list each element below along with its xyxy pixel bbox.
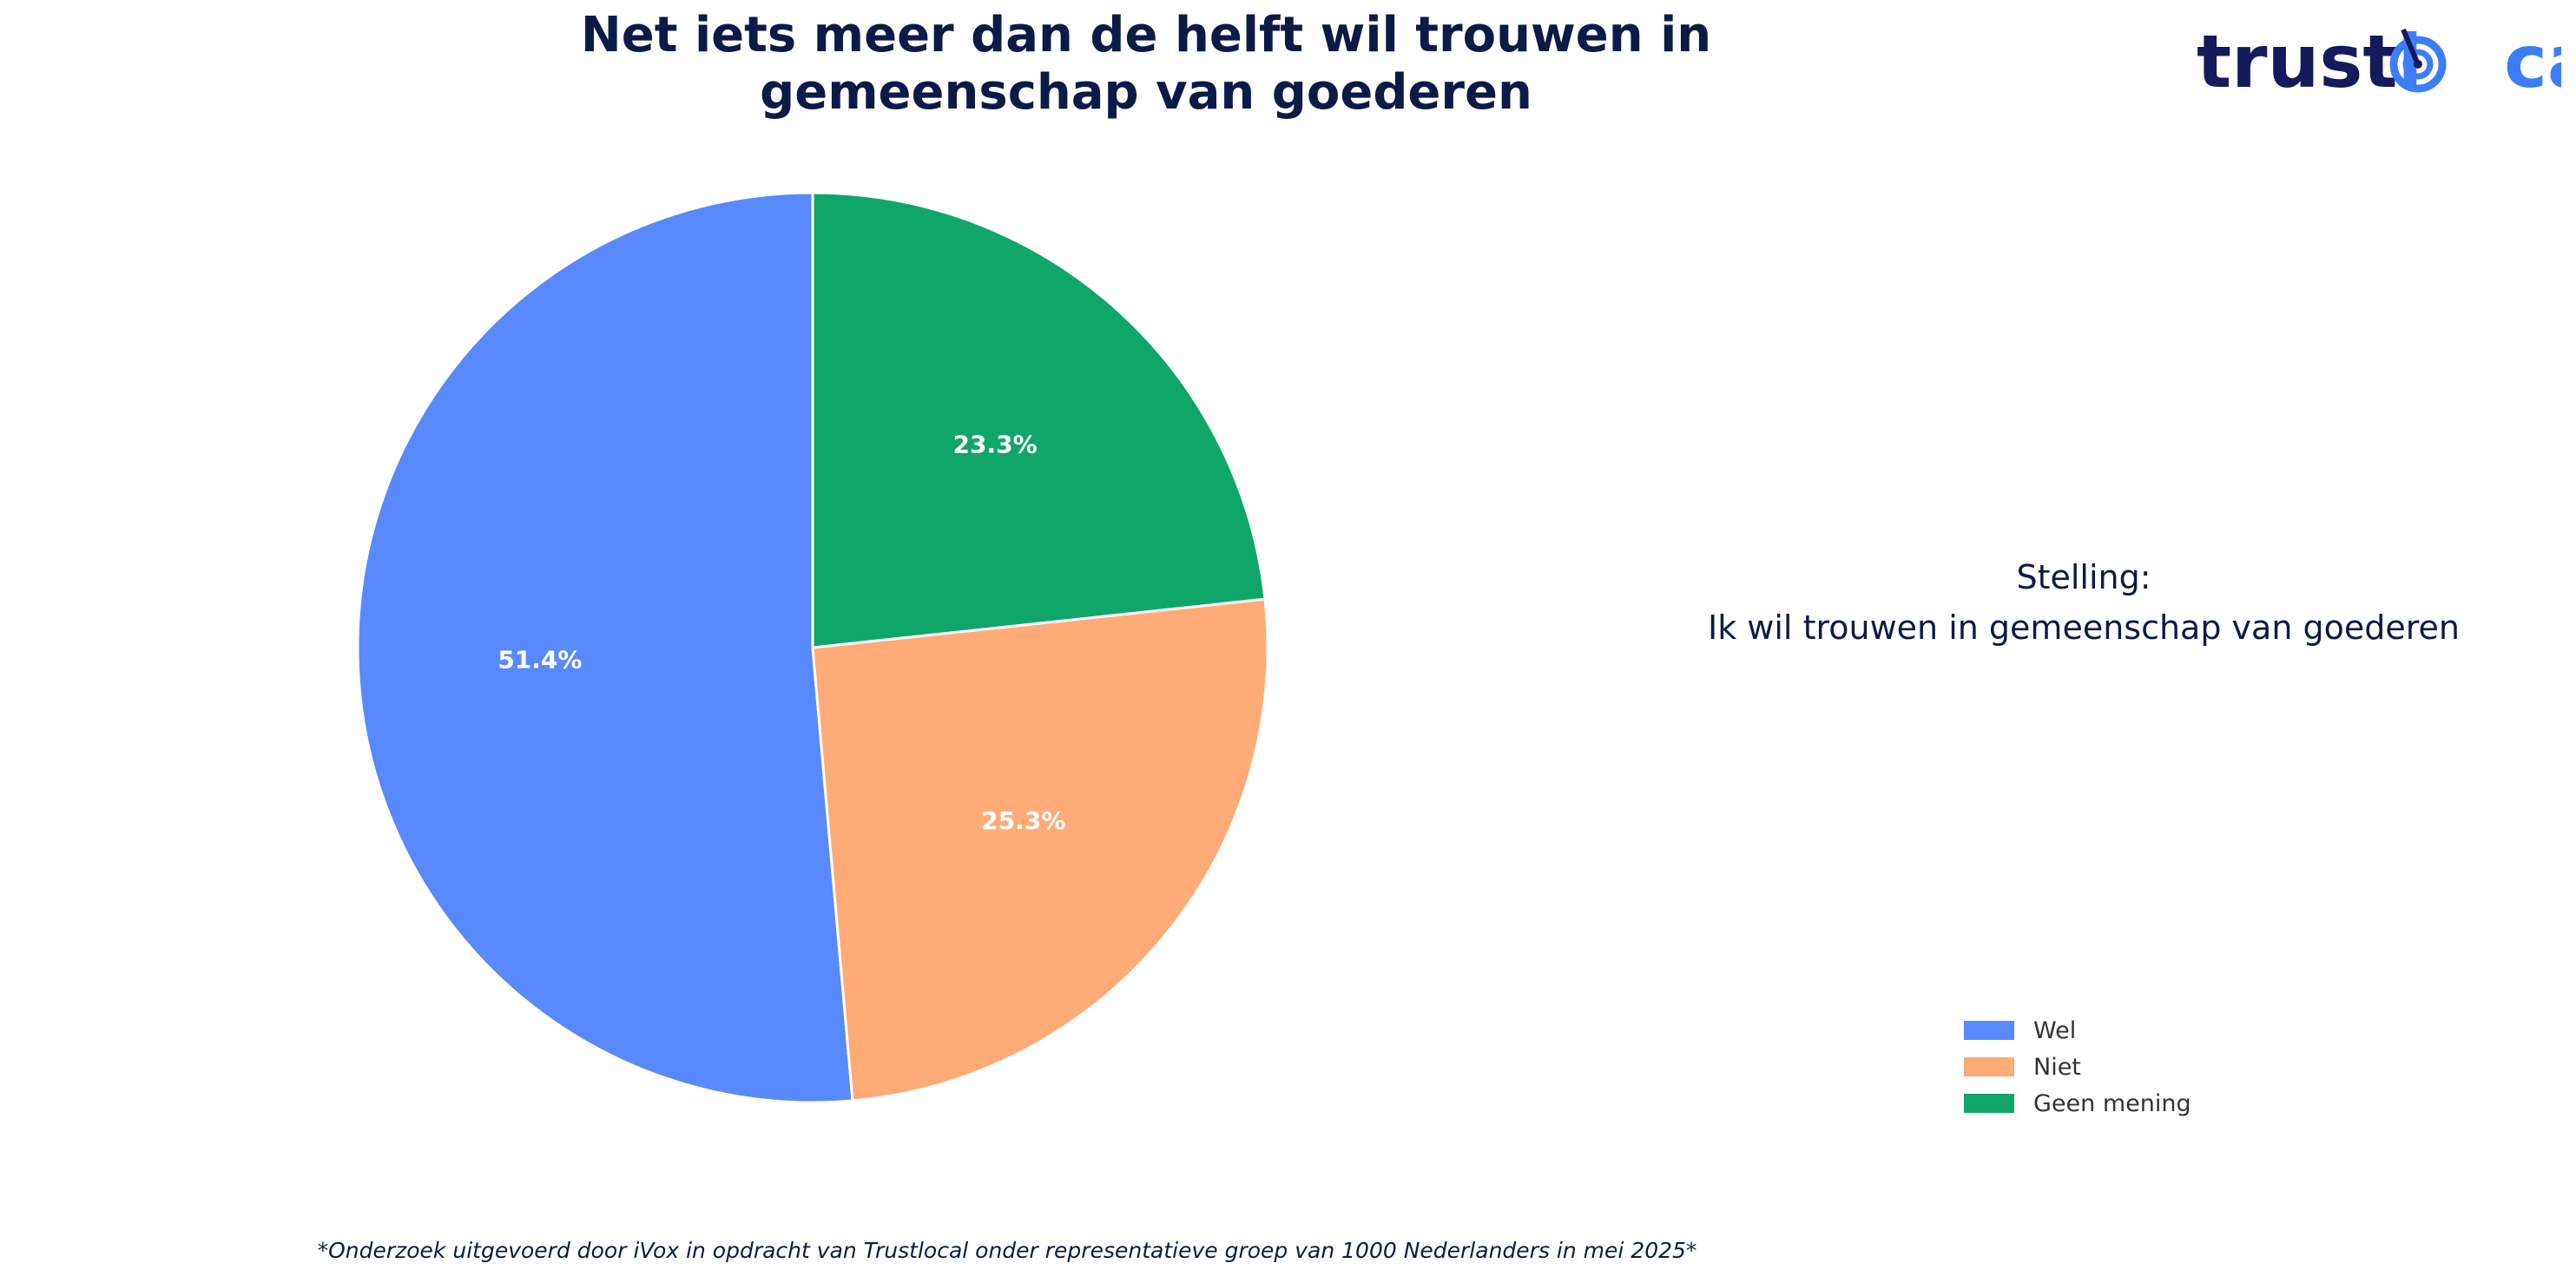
- legend-label-geen-mening: Geen mening: [2033, 1089, 2191, 1117]
- chart-title-line-1: Net iets meer dan de helft wil trouwen i…: [580, 7, 1712, 63]
- legend-swatch-wel: [1964, 1021, 2014, 1040]
- trustlocal-logo: trustl cal: [2197, 24, 2561, 102]
- pie-slice-geen-mening: [811, 191, 1267, 649]
- legend-item-wel: Wel: [1964, 1012, 2191, 1049]
- statement-text: Ik wil trouwen in gemeenschap van goeder…: [1708, 609, 2460, 647]
- pie-labels: 51.4% 25.3% 23.3%: [497, 431, 1065, 836]
- statement-block: Stelling: Ik wil trouwen in gemeenschap …: [1650, 552, 2518, 653]
- logo-text-cal: cal: [2504, 24, 2561, 102]
- legend-swatch-niet: [1964, 1057, 2014, 1076]
- pie-label-wel: 51.4%: [497, 645, 582, 674]
- legend-label-wel: Wel: [2033, 1017, 2077, 1044]
- legend-item-geen-mening: Geen mening: [1964, 1085, 2191, 1122]
- pie-slices: [356, 191, 1269, 1104]
- pie-slice-niet: [811, 597, 1269, 1102]
- legend-item-niet: Niet: [1964, 1049, 2191, 1085]
- footnote: *Onderzoek uitgevoerd door iVox in opdra…: [317, 1238, 1697, 1263]
- pie-label-niet: 25.3%: [981, 806, 1065, 835]
- chart-title: Net iets meer dan de helft wil trouwen i…: [486, 7, 1806, 122]
- chart-title-line-2: gemeenschap van goederen: [760, 64, 1532, 121]
- pie-label-geen-mening: 23.3%: [953, 431, 1038, 459]
- legend-label-niet: Niet: [2033, 1053, 2081, 1081]
- logo-target-icon: [2389, 28, 2447, 93]
- legend-swatch-geen-mening: [1964, 1094, 2014, 1113]
- chart-legend: Wel Niet Geen mening: [1964, 1012, 2191, 1122]
- pie-slice-wel: [356, 191, 854, 1104]
- statement-heading: Stelling:: [2016, 558, 2151, 596]
- logo-text-trust: trust: [2197, 24, 2398, 102]
